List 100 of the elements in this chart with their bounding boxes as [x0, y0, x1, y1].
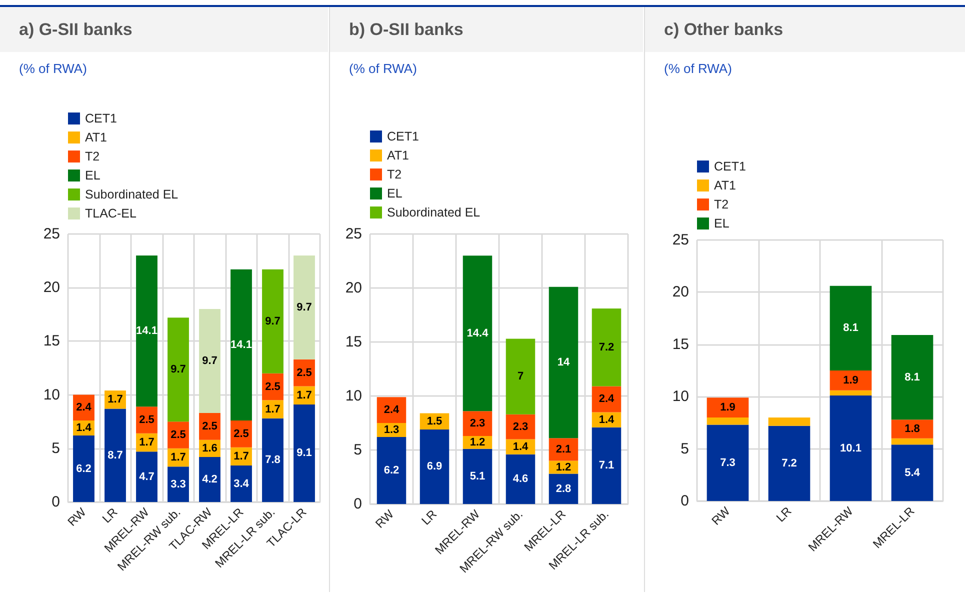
chart-subtitle: (% of RWA)	[19, 61, 87, 76]
data-label: 1.4	[598, 414, 616, 426]
data-label: 2.5	[234, 428, 249, 440]
data-label: 9.7	[296, 301, 312, 314]
data-label: 14.1	[230, 338, 252, 351]
bar	[462, 448, 492, 504]
data-label: 1.3	[384, 424, 400, 436]
data-label: 1.2	[470, 436, 486, 448]
bar	[199, 456, 220, 502]
data-label: 2.5	[296, 366, 312, 379]
y-tick-label: 5	[680, 440, 689, 458]
y-tick-label: 0	[52, 494, 60, 510]
bar	[830, 396, 872, 501]
data-label: 6.2	[76, 462, 92, 475]
data-label: 3.4	[234, 478, 250, 490]
legend-label: EL	[714, 216, 730, 230]
data-label: 2.8	[556, 482, 572, 495]
data-label: 7.1	[598, 460, 614, 472]
bar	[506, 454, 536, 504]
y-tick-label: 10	[345, 388, 362, 404]
bar	[768, 417, 810, 426]
data-label: 2.3	[512, 420, 528, 433]
x-tick-label: RW	[708, 504, 734, 528]
data-label: 9.7	[170, 364, 186, 376]
data-label: 1.4	[512, 440, 530, 453]
y-tick-label: 0	[354, 496, 362, 512]
legend-label: T2	[387, 168, 402, 182]
data-label: 2.5	[139, 414, 154, 426]
data-label: 7.2	[598, 341, 614, 354]
data-label: 2.4	[598, 393, 616, 406]
legend-label: T2	[85, 150, 100, 164]
data-label: 1.2	[556, 461, 572, 474]
data-label: 2.5	[202, 420, 218, 432]
legend-label: CET1	[85, 112, 117, 126]
bar	[548, 474, 578, 504]
y-tick-label: 25	[43, 226, 60, 242]
data-label: 4.6	[512, 473, 528, 486]
bar	[768, 426, 810, 501]
data-label: 14	[557, 356, 570, 369]
y-tick-label: 20	[672, 284, 689, 301]
y-tick-label: 5	[354, 442, 362, 458]
bar	[592, 427, 622, 504]
bar	[891, 438, 934, 445]
y-tick-label: 5	[52, 440, 60, 457]
data-label: 8.1	[843, 322, 858, 334]
bar	[262, 418, 284, 502]
legend-label: Subordinated EL	[387, 206, 480, 220]
legend-label: AT1	[387, 148, 410, 162]
bar	[376, 437, 406, 504]
bar	[462, 256, 492, 412]
chart-title: a) G-SII banks	[19, 20, 132, 39]
data-label: 5.4	[904, 466, 921, 479]
y-tick-label: 15	[672, 336, 689, 353]
bar	[294, 255, 315, 360]
data-label: 1.7	[234, 450, 249, 462]
data-label: 5.1	[470, 470, 486, 482]
data-label: 1.7	[170, 452, 186, 464]
data-label: 1.7	[139, 436, 154, 449]
data-label: 10.1	[840, 442, 862, 454]
bar	[230, 269, 252, 421]
data-label: 1.7	[108, 394, 123, 406]
data-label: 1.9	[843, 374, 858, 386]
legend-label: AT1	[85, 130, 108, 144]
x-tick-label: RW	[64, 504, 90, 529]
bar	[706, 417, 749, 425]
legend-label: T2	[714, 198, 729, 212]
legend-label: EL	[85, 168, 100, 182]
bar	[891, 420, 934, 438]
bar	[294, 404, 315, 502]
legend-label: CET1	[714, 160, 746, 174]
x-tick-label: LR	[418, 506, 440, 528]
bar	[548, 438, 578, 461]
data-label: 4.7	[139, 470, 154, 483]
legend-label: TLAC-EL	[85, 206, 136, 220]
legend-label: Subordinated EL	[85, 188, 178, 202]
bar	[420, 429, 450, 504]
bar	[830, 286, 872, 370]
bar	[706, 398, 749, 418]
data-label: 2.4	[76, 402, 92, 414]
data-label: 1.7	[265, 403, 280, 416]
data-label: 9.7	[202, 355, 218, 368]
x-tick-label: RW	[372, 506, 397, 531]
data-label: 9.1	[296, 447, 312, 460]
data-label: 2.4	[384, 404, 400, 416]
data-label: 2.1	[556, 443, 572, 456]
bar	[706, 424, 749, 501]
bar	[168, 318, 189, 422]
data-label: 14.1	[136, 325, 158, 338]
data-label: 1.6	[202, 442, 218, 454]
y-tick-label: 20	[43, 279, 60, 296]
bar	[168, 466, 189, 502]
data-label: 3.3	[170, 478, 186, 490]
y-tick-label: 0	[680, 492, 689, 510]
bar	[376, 397, 406, 423]
data-label: 7.2	[782, 457, 797, 470]
chart-subtitle: (% of RWA)	[664, 61, 732, 76]
bar	[136, 452, 158, 502]
data-label: 6.2	[384, 464, 400, 477]
bar	[136, 255, 158, 407]
bar	[199, 309, 220, 414]
